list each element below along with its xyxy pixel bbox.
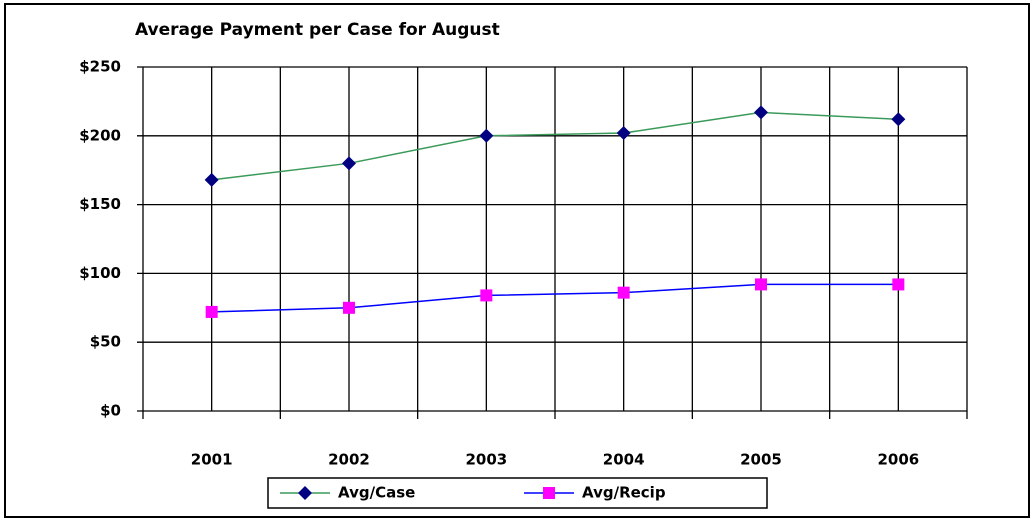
x-tick-label: 2006 <box>877 451 919 469</box>
chart-title: Average Payment per Case for August <box>135 20 500 40</box>
legend-marker <box>298 486 312 500</box>
y-tick-label: $150 <box>79 195 121 213</box>
series-line <box>211 283 899 313</box>
data-point <box>754 105 768 120</box>
data-point <box>755 278 767 291</box>
data-point <box>479 128 494 143</box>
legend-label: Avg/Case <box>338 484 415 502</box>
x-tick-label: 2005 <box>740 451 782 469</box>
x-tick-label: 2004 <box>603 451 645 469</box>
chart-frame <box>4 3 1030 518</box>
x-tick-label: 2001 <box>191 451 233 469</box>
legend-marker <box>543 487 555 499</box>
y-tick-label: $200 <box>79 126 121 144</box>
y-tick-label: $100 <box>79 264 121 282</box>
data-point <box>892 278 905 291</box>
y-tick-label: $250 <box>79 58 121 76</box>
data-point <box>480 289 493 302</box>
y-tick-label: $0 <box>100 402 121 420</box>
data-point <box>617 286 630 299</box>
legend <box>267 477 768 509</box>
data-point <box>342 156 356 171</box>
data-point <box>891 112 906 127</box>
legend-label: Avg/Recip <box>582 484 666 502</box>
data-point <box>204 172 219 187</box>
series-line <box>211 111 899 181</box>
data-point <box>343 301 355 314</box>
x-tick-label: 2002 <box>328 451 370 469</box>
y-tick-label: $50 <box>90 333 121 351</box>
data-point <box>616 126 631 141</box>
x-tick-label: 2003 <box>465 451 507 469</box>
data-point <box>205 305 218 318</box>
